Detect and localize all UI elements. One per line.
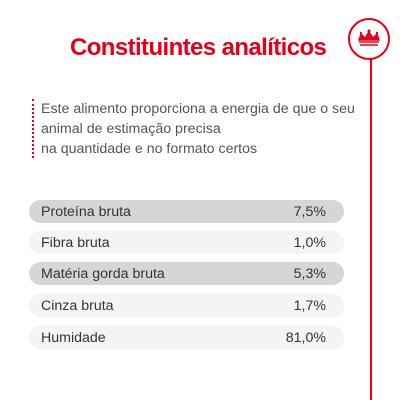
nutrient-row-fat: Matéria gorda bruta 5,3%: [29, 262, 344, 285]
nutrient-value: 5,3%: [293, 265, 326, 282]
nutrient-row-protein: Proteína bruta 7,5%: [29, 200, 344, 223]
nutrient-label: Fibra bruta: [41, 234, 110, 251]
nutrient-value: 1,7%: [293, 297, 326, 314]
intro-line: animal de estimação precisa: [41, 121, 221, 137]
nutrient-label: Humidade: [41, 329, 106, 346]
page-title: Constituintes analíticos: [70, 34, 327, 61]
nutrient-value: 7,5%: [293, 203, 326, 220]
side-divider: [370, 58, 372, 400]
nutrient-row-ash: Cinza bruta 1,7%: [29, 294, 344, 317]
nutrient-row-fiber: Fibra bruta 1,0%: [29, 231, 344, 254]
intro-text: Este alimento proporciona a energia de q…: [41, 99, 355, 159]
nutrient-value: 1,0%: [293, 234, 326, 251]
nutrient-row-moisture: Humidade 81,0%: [29, 326, 344, 349]
nutrient-label: Proteína bruta: [41, 203, 131, 220]
nutrient-value: 81,0%: [285, 329, 326, 346]
intro-accent-bar: [32, 99, 34, 158]
nutrient-label: Matéria gorda bruta: [41, 265, 165, 282]
intro-line: Este alimento proporciona a energia de q…: [41, 101, 355, 117]
intro-line: na quantidade e no formato certos: [41, 141, 258, 157]
nutrient-label: Cinza bruta: [41, 297, 114, 314]
crown-icon: [358, 29, 380, 46]
crown-badge: [348, 18, 390, 60]
